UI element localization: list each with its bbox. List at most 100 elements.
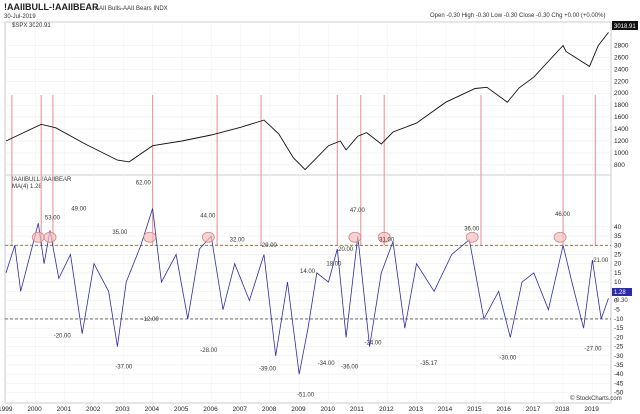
credit: © StockCharts.com	[570, 395, 622, 402]
top-y-tick-label: 1400	[614, 126, 629, 133]
x-tick-label: 2019	[584, 406, 599, 413]
bottom-panel-frame	[4, 174, 612, 404]
annotation-label: 36.00	[464, 227, 480, 233]
annotation-label: -24.00	[365, 341, 383, 347]
x-tick-label: 2003	[115, 406, 130, 413]
spx-series-line	[5, 32, 609, 171]
ma-legend: MA(4) 1.28	[12, 184, 42, 190]
x-axis: 1999 2000 2001 2002 2003 2004 2005 2006 2007 2008…	[0, 406, 599, 413]
bottom-y-tick-label: -45	[614, 380, 624, 387]
top-y-tick-label: 2400	[614, 66, 629, 73]
bottom-y-tick-label: 35	[614, 233, 622, 240]
peak-marker	[143, 231, 157, 243]
annotation-label: 46.00	[555, 212, 571, 218]
x-tick-label: 2016	[496, 406, 511, 413]
x-tick-label: 2001	[57, 406, 72, 413]
x-tick-label: 2018	[555, 406, 570, 413]
chart-quote: Open -0.30 High -0.30 Low -0.30 Close -0…	[430, 13, 605, 19]
peak-marker	[377, 231, 391, 243]
bottom-y-tick-label: -5	[614, 307, 620, 314]
bottom-y-tick-label: -40	[614, 371, 624, 378]
bottom-y-tick-label: -50	[614, 390, 624, 397]
annotation-label: 49.00	[71, 206, 87, 212]
chart-symbol: !AAIIBULL-!AAIIBEAR	[4, 2, 99, 12]
spx-title: $SPX 3020.91	[12, 23, 51, 29]
x-tick-label: 2006	[203, 406, 218, 413]
annotation-label: -20.00	[54, 333, 72, 339]
x-tick-label: 2010	[321, 406, 336, 413]
x-tick-label: 2009	[291, 406, 306, 413]
annotation-label: -12.00	[142, 317, 160, 323]
bottom-y-tick-label: -25	[614, 344, 624, 351]
x-tick-label: 2004	[145, 406, 160, 413]
bottom-y-tick-label: -15	[614, 325, 624, 332]
top-y-axis: 2800 2600 2400 2200 2000 1800 1600 1400 1200 1000…	[614, 43, 629, 169]
peak-marker	[553, 231, 567, 243]
annotation-label: 18.00	[326, 262, 342, 268]
x-tick-label: 2011	[350, 406, 364, 413]
reference-lines	[5, 244, 611, 320]
x-tick-label: 2007	[233, 406, 248, 413]
annotation-label: 47.00	[350, 208, 366, 214]
peak-marker	[31, 231, 45, 243]
top-y-tick-label: 1800	[614, 102, 629, 109]
annotation-label: -30.00	[499, 355, 517, 361]
bottom-y-tick-label: 25	[614, 251, 622, 258]
bottom-y-tick-label: 30	[614, 242, 622, 249]
bottom-y-tick-label: -20	[614, 334, 624, 341]
annotation-label: 20.00	[338, 247, 354, 253]
annotation-label: 14.00	[300, 269, 316, 275]
x-tick-label: 2008	[262, 406, 277, 413]
peak-marker	[465, 231, 479, 243]
top-y-tick-label: 1200	[614, 138, 629, 145]
top-y-tick-label: 2200	[614, 78, 629, 85]
bottom-y-tick-label: 40	[614, 224, 622, 231]
top-y-tick-label: 2800	[614, 43, 629, 50]
chart-date: 30-Jul-2019	[4, 14, 36, 20]
peak-markers	[31, 231, 567, 243]
peak-marker	[201, 231, 215, 243]
last-price-label: 3018.91	[614, 24, 636, 30]
top-y-tick-label: 2600	[614, 54, 629, 61]
sentiment-title: !AAIIBULL-!AAIIBEAR	[12, 177, 72, 183]
sentiment-series-line	[5, 208, 609, 375]
top-gridlines	[5, 22, 611, 403]
annotation-label: -35.17	[420, 361, 438, 367]
top-y-tick-label: 1600	[614, 114, 629, 121]
annotation-label: 31.00	[379, 238, 395, 244]
annotation-label: -51.00	[297, 392, 315, 398]
x-tick-label: 2002	[86, 406, 101, 413]
annotation-label: 29.00	[262, 243, 278, 249]
x-tick-label: 2000	[27, 406, 42, 413]
annotation-label: -36.00	[341, 365, 359, 371]
annotation-label: 62.00	[136, 180, 152, 186]
bottom-y-tick-label: 10	[614, 279, 622, 286]
x-tick-label: 2012	[379, 406, 394, 413]
annotation-label: 35.00	[112, 230, 128, 236]
annotation-label: -34.00	[318, 361, 336, 367]
annotation-label: -28.00	[200, 348, 218, 354]
annotation-label: -27.00	[584, 346, 602, 352]
top-y-tick-label: 2000	[614, 90, 629, 97]
vertical-links	[11, 95, 596, 246]
bottom-y-tick-label: -35	[614, 362, 624, 369]
x-tick-label: 2014	[438, 406, 453, 413]
current-value-label-2: -0.30	[614, 298, 628, 304]
x-tick-label: 1999	[0, 406, 13, 413]
last-price-box	[612, 21, 638, 30]
bottom-y-tick-label: -10	[614, 316, 624, 323]
annotation-label: -37.00	[115, 365, 133, 371]
bottom-y-tick-label: -30	[614, 353, 624, 360]
annotation-label: 21.00	[593, 258, 609, 264]
annotation-label: 44.00	[200, 214, 216, 220]
bottom-y-tick-label: 15	[614, 270, 622, 277]
current-value-box	[612, 288, 632, 296]
bottom-y-tick-label: 20	[614, 261, 622, 268]
x-tick-label: 2017	[526, 406, 541, 413]
chart-description: AAII Bulls-AAII Bears INDX	[95, 6, 168, 12]
annotation-label: 53.00	[45, 215, 61, 221]
current-value-label: 1.28	[614, 290, 626, 296]
annotation-label: -39.00	[259, 367, 277, 373]
